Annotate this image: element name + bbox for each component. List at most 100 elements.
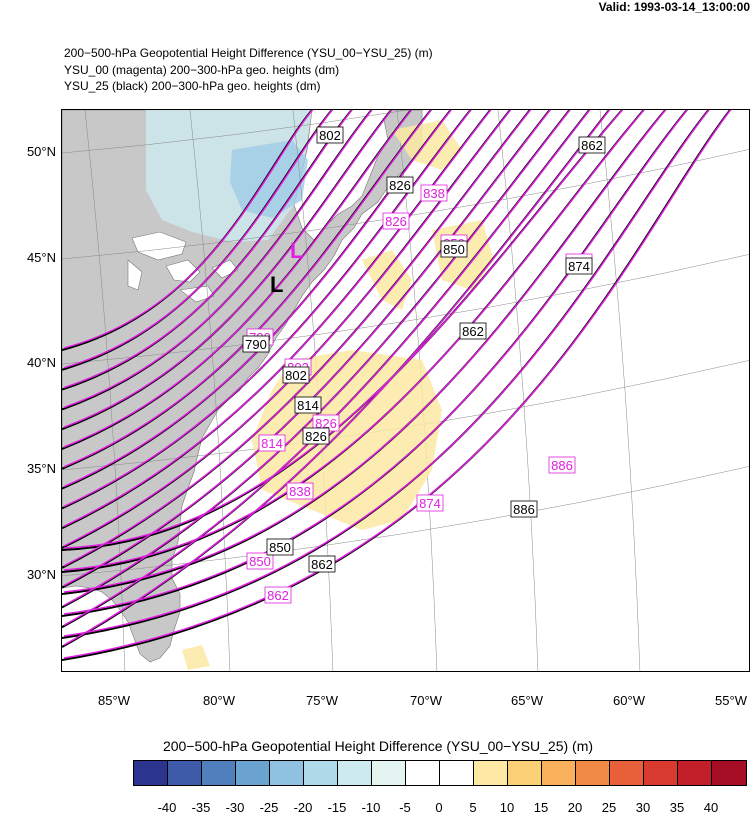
ysu25-contour-label: 862 — [578, 136, 606, 154]
ysu00-contour — [63, 110, 512, 547]
ysu25-contour-label-box — [294, 396, 322, 414]
colorbar-label: -25 — [259, 800, 279, 815]
ysu00-contour — [63, 110, 532, 567]
ysu00-contour-label-box — [548, 456, 576, 474]
ysu25-contour-label-text: 874 — [568, 259, 590, 274]
ysu25-contour-label: 826 — [302, 427, 330, 445]
ysu00-contour-label-box — [420, 184, 448, 202]
colorbar-swatch — [508, 761, 542, 785]
lat-label: 50°N — [26, 144, 56, 159]
ysu25-contour-label: 814 — [294, 396, 322, 414]
ysu00-contour — [63, 110, 571, 607]
colorbar-label: 0 — [435, 800, 443, 815]
ysu25-contour-label-text: 814 — [297, 398, 319, 413]
ysu00-contour — [63, 110, 373, 409]
ysu25-contour-label-text: 790 — [245, 337, 267, 352]
ysu25-contour-label-box — [282, 366, 310, 384]
ysu00-contour — [63, 110, 433, 468]
colorbar-label: 20 — [567, 800, 583, 815]
lat-label: 35°N — [26, 461, 56, 476]
ysu00-contour-label-text: 850 — [249, 554, 271, 569]
ysu00-contour-label-text: 814 — [261, 436, 283, 451]
black-contour-caption: YSU_25 (black) 200−300-hPa geo. heights … — [64, 79, 321, 93]
ysu25-contour-label: 802 — [316, 126, 344, 144]
ysu25-contour-label-box — [565, 257, 593, 275]
lat-label: 45°N — [26, 250, 56, 265]
ysu00-contour — [63, 110, 710, 637]
ysu00-contour-label: 862 — [264, 586, 292, 604]
ysu00-contour-label-box — [258, 434, 286, 452]
plot-title: 200−500-hPa Geopotential Height Differen… — [64, 46, 433, 60]
ysu25-contour-label-box — [242, 335, 270, 353]
colorbar-label: 15 — [533, 800, 549, 815]
parallel-line — [62, 110, 409, 154]
ysu00-contour-label: 826 — [382, 212, 410, 230]
ysu25-contour-label-box — [510, 500, 538, 518]
ysu00-contour — [63, 110, 334, 369]
ysu00-contour — [63, 110, 551, 587]
ysu25-contour-label-box — [459, 322, 487, 340]
ysu00-contour — [63, 110, 645, 571]
colorbar-title: 200−500-hPa Geopotential Height Differen… — [162, 738, 594, 754]
ysu25-contour-label-text: 850 — [443, 242, 465, 257]
ysu00-contour-label-text: 874 — [419, 496, 441, 511]
ysu25-contour-label-text: 850 — [269, 540, 291, 555]
ysu00-contour-label: 838 — [420, 184, 448, 202]
ysu25-contour-label-box — [316, 126, 344, 144]
map-panel: 838 826 850 874 790 802 826 814 838 886 874 850 862 8… — [61, 109, 750, 672]
colorbar-label: 40 — [703, 800, 719, 815]
ysu00-contour-label-box — [246, 552, 274, 570]
colorbar-swatch — [440, 761, 474, 785]
ysu00-contour-label-box — [286, 482, 314, 500]
ysu00-contour — [63, 110, 452, 488]
colorbar-label: -35 — [191, 800, 211, 815]
ysu25-contour-label: 886 — [510, 500, 538, 518]
ysu00-contour-label-text: 862 — [267, 588, 289, 603]
colorbar-label: -30 — [225, 800, 245, 815]
ysu00-contour — [63, 110, 624, 549]
colorbar-swatch — [576, 761, 610, 785]
colorbar-label: -20 — [293, 800, 313, 815]
ysu25-contour-label-text: 826 — [389, 178, 411, 193]
ysu25-contour-label-box — [440, 240, 468, 258]
colorbar-swatch — [644, 761, 678, 785]
colorbar-swatch — [712, 761, 746, 785]
ysu00-contour-label: 838 — [286, 482, 314, 500]
colorbar-label: 5 — [469, 800, 477, 815]
ysu25-contour-label-box — [308, 555, 336, 573]
ysu25-contour-label-box — [386, 176, 414, 194]
valid-time: Valid: 1993-03-14_13:00:00 — [598, 0, 750, 14]
lon-label: 80°W — [203, 693, 235, 708]
lon-label: 60°W — [613, 693, 645, 708]
meridian-line — [599, 110, 641, 671]
lat-label: 40°N — [26, 355, 56, 370]
ysu25-contour-label-text: 802 — [285, 368, 307, 383]
ysu25-contour-label: 850 — [266, 538, 294, 556]
ysu00-contour — [63, 110, 591, 626]
colorbar-label: 35 — [669, 800, 685, 815]
ysu00-contour — [63, 110, 413, 448]
ysu00-contour — [63, 110, 611, 646]
colorbar-label: -5 — [399, 800, 411, 815]
ysu00-contour-label: 874 — [416, 494, 444, 512]
colorbar-label: 25 — [601, 800, 617, 815]
ysu25-contour-label: 862 — [308, 555, 336, 573]
ysu00-contour-label-box — [382, 212, 410, 230]
ysu25-contour-label-text: 862 — [581, 138, 603, 153]
ysu00-contour — [63, 110, 667, 593]
lat-label: 30°N — [26, 567, 56, 582]
ysu00-contour — [63, 110, 472, 508]
magenta-contour-caption: YSU_00 (magenta) 200−300-hPa geo. height… — [64, 63, 340, 77]
ysu00-contour-label-text: 826 — [385, 214, 407, 229]
ysu00-contour-label: 850 — [246, 552, 274, 570]
colorbar-swatch — [236, 761, 270, 785]
colorbar-label: -15 — [327, 800, 347, 815]
colorbar-swatch — [338, 761, 372, 785]
ysu00-contour-label-box — [416, 494, 444, 512]
ysu25-contour-label-text: 826 — [305, 429, 327, 444]
ysu00-contour — [63, 110, 732, 659]
ysu25-contour-label-text: 862 — [311, 557, 333, 572]
colorbar-swatch — [270, 761, 304, 785]
ysu25-contour-label-text: 862 — [462, 324, 484, 339]
lon-label: 70°W — [410, 693, 442, 708]
